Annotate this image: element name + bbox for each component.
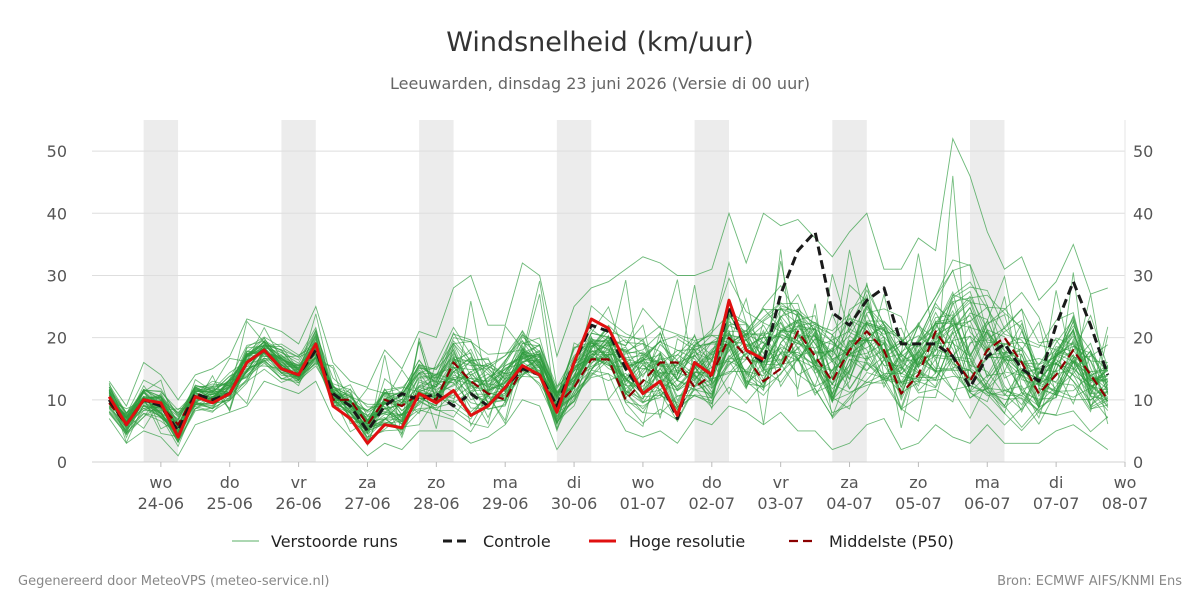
series-middelste-p50	[108, 330, 1109, 426]
series-hoge-resolutie	[107, 298, 765, 445]
x-tick-date-28-06: 28-06	[413, 494, 460, 513]
y-tick-right-0: 0	[1133, 453, 1143, 472]
x-tick-weekday-29-06: ma	[493, 473, 518, 492]
ensemble-run-45	[109, 312, 1108, 444]
x-tick-weekday-02-07: do	[702, 473, 722, 492]
ensemble-run-46	[108, 301, 1109, 436]
y-tick-left-40: 40	[47, 204, 67, 223]
x-tick-weekday-28-06: zo	[427, 473, 445, 492]
y-tick-left-50: 50	[47, 142, 67, 161]
x-tick-date-26-06: 26-06	[275, 494, 322, 513]
legend-label-0: Verstoorde runs	[271, 532, 398, 551]
main-series	[107, 230, 1110, 445]
x-tick-date-08-07: 08-07	[1102, 494, 1149, 513]
ensemble-run-min	[108, 380, 1109, 457]
x-tick-date-27-06: 27-06	[344, 494, 391, 513]
x-tick-date-04-07: 04-07	[826, 494, 873, 513]
x-tick-weekday-04-07: za	[840, 473, 858, 492]
x-tick-weekday-24-06: wo	[149, 473, 172, 492]
ensemble-run-19	[108, 306, 1109, 431]
day-band-1	[281, 120, 316, 462]
x-tick-date-02-07: 02-07	[689, 494, 736, 513]
x-tick-date-29-06: 29-06	[482, 494, 529, 513]
ensemble-run-48	[108, 302, 1109, 429]
x-tick-date-06-07: 06-07	[964, 494, 1011, 513]
chart-title: Windsnelheid (km/uur)	[446, 27, 754, 58]
ensemble-run-44	[108, 264, 1109, 430]
footer-left: Gegenereerd door MeteoVPS (meteo-service…	[18, 574, 329, 589]
x-tick-date-01-07: 01-07	[620, 494, 667, 513]
ensemble-run-max	[108, 137, 1108, 407]
footer-right: Bron: ECMWF AIFS/KNMI Ens	[997, 574, 1182, 589]
x-tick-weekday-26-06: vr	[291, 473, 307, 492]
y-tick-right-50: 50	[1133, 142, 1153, 161]
x-tick-date-05-07: 05-07	[895, 494, 942, 513]
x-tick-weekday-06-07: ma	[975, 473, 1000, 492]
x-tick-weekday-01-07: wo	[631, 473, 654, 492]
y-tick-left-20: 20	[47, 329, 67, 348]
x-tick-date-03-07: 03-07	[757, 494, 804, 513]
y-tick-right-10: 10	[1133, 391, 1153, 410]
ensemble-run-42	[108, 320, 1109, 441]
x-tick-date-07-07: 07-07	[1033, 494, 1080, 513]
day-band-5	[832, 120, 867, 462]
x-tick-weekday-05-07: zo	[909, 473, 927, 492]
y-tick-left-10: 10	[47, 391, 67, 410]
legend-label-2: Hoge resolutie	[629, 532, 745, 551]
x-tick-weekday-25-06: do	[220, 473, 240, 492]
legend-label-1: Controle	[483, 532, 551, 551]
y-tick-right-20: 20	[1133, 329, 1153, 348]
x-tick-weekday-03-07: vr	[773, 473, 789, 492]
legend: Verstoorde runs Controle Hoge resolutie Mid…	[232, 532, 954, 551]
ensemble-run-37	[108, 289, 1108, 431]
legend-label-3: Middelste (P50)	[829, 532, 954, 551]
y-tick-left-0: 0	[57, 453, 67, 472]
x-tick-weekday-27-06: za	[358, 473, 376, 492]
x-tick-weekday-30-06: di	[567, 473, 582, 492]
day-band-4	[694, 120, 730, 462]
axes: 0 0 10 10 20 20 30 30 40 40 50 50 wo 24-06 do 25-06 vr 26…	[47, 120, 1153, 513]
x-tick-weekday-08-07: wo	[1114, 473, 1137, 492]
y-tick-right-30: 30	[1133, 266, 1153, 285]
y-tick-left-30: 30	[47, 266, 67, 285]
x-tick-date-24-06: 24-06	[138, 494, 185, 513]
x-tick-weekday-07-07: di	[1049, 473, 1064, 492]
chart-subtitle: Leeuwarden, dinsdag 23 juni 2026 (Versie…	[390, 74, 810, 93]
ensemble-run-49	[108, 272, 1109, 436]
x-tick-date-25-06: 25-06	[206, 494, 253, 513]
x-tick-date-30-06: 30-06	[551, 494, 598, 513]
y-tick-right-40: 40	[1133, 204, 1153, 223]
